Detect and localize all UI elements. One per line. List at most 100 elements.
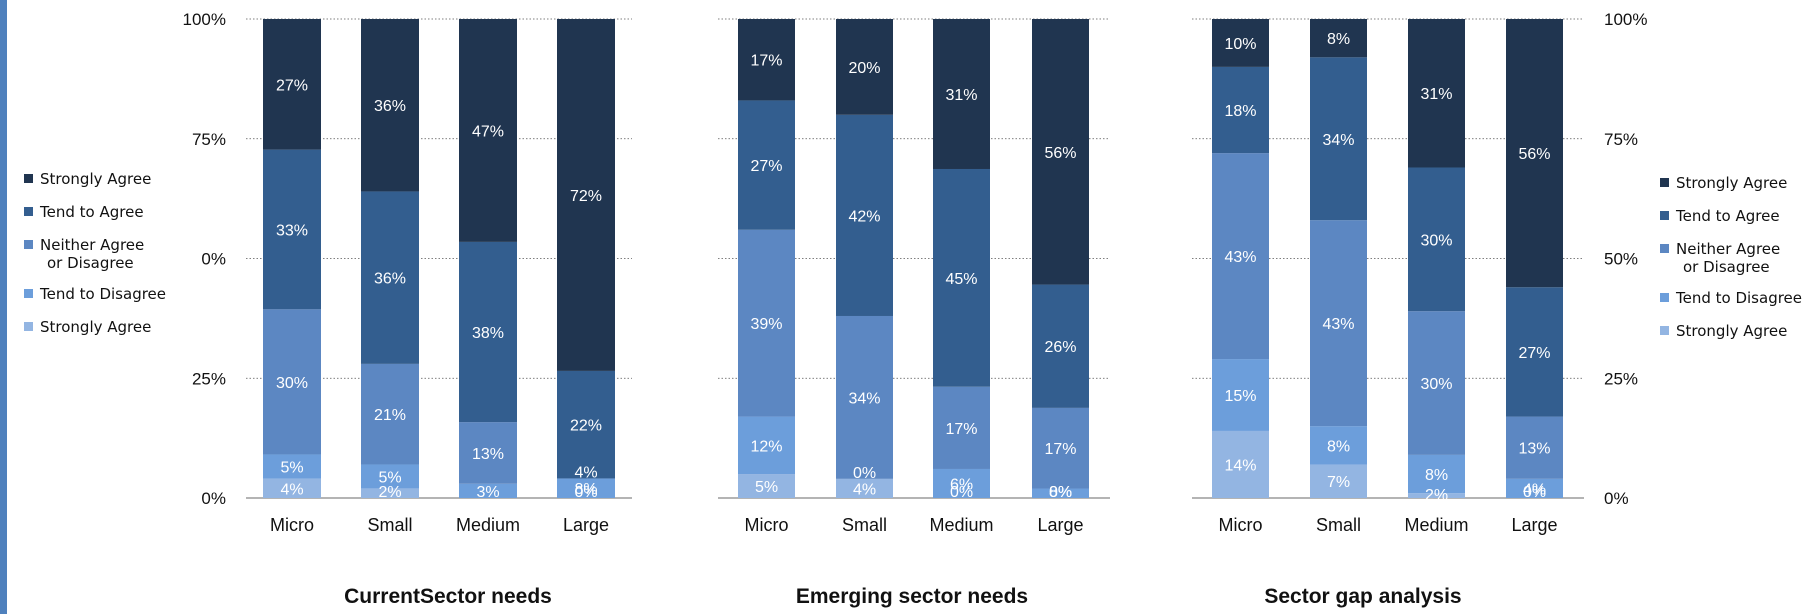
bar-segment-neither-agree-or-disagree — [1212, 153, 1269, 360]
data-label: 4% — [280, 481, 303, 498]
legend-swatch — [1660, 178, 1669, 187]
legend-label: Tend to Disagree — [39, 285, 166, 303]
data-label: 2% — [1425, 487, 1448, 504]
bar-segment-neither-agree-or-disagree — [1032, 407, 1089, 489]
data-label: 2% — [378, 484, 401, 501]
data-label: 4% — [574, 464, 597, 481]
bar-segment-strongly-agree — [1408, 19, 1465, 168]
legend-label: Tend to Agree — [39, 203, 144, 221]
chart-panel-3: 0% 25% 50% 75% 100% 14% 15% 43% 18% 10% Micro 7% 8% 4… — [1192, 10, 1802, 608]
data-label: 21% — [374, 407, 406, 424]
bar-segment-tend-to-disagree — [361, 464, 419, 489]
bar-segment-tend-to-disagree — [1032, 488, 1089, 498]
legend-label: Strongly Agree — [1676, 322, 1787, 340]
legend-swatch — [1660, 326, 1669, 335]
legend-swatch — [24, 240, 33, 249]
x-tick-label: Medium — [456, 515, 520, 535]
bar-segment-tend-to-disagree — [738, 416, 795, 475]
bar-segment-tend-to-disagree — [263, 454, 321, 479]
data-label: 38% — [472, 325, 504, 342]
legend-swatch — [24, 207, 33, 216]
bar-segment-neither-agree-or-disagree — [1506, 416, 1563, 479]
x-tick-label: Large — [1037, 515, 1083, 535]
bar-segment-tend-to-agree — [1506, 287, 1563, 417]
data-label: 45% — [945, 271, 977, 288]
data-label: 7% — [1327, 474, 1350, 491]
x-tick-label: Micro — [270, 515, 314, 535]
legend-swatch — [24, 322, 33, 331]
data-label: 43% — [1322, 316, 1354, 333]
legend: Strongly Agree Tend to Agree Neither Agree… — [24, 170, 166, 336]
bar-segment-tend-to-agree — [738, 100, 795, 230]
data-label: 34% — [1322, 132, 1354, 149]
bar-segment-neither-agree-or-disagree — [836, 315, 893, 479]
data-label: 47% — [472, 123, 504, 140]
bar-segment-tend-to-disagree — [459, 483, 517, 498]
bar-segment-strongly-disagree — [836, 478, 893, 498]
bar-segment-tend-to-disagree — [1408, 454, 1465, 494]
data-label: 17% — [750, 53, 782, 70]
bar-segment-neither-agree-or-disagree — [933, 386, 990, 469]
data-label: 8% — [1049, 484, 1072, 501]
x-tick-label: Large — [1511, 515, 1557, 535]
data-label: 4% — [853, 481, 876, 498]
bar-segment-strongly-agree — [1310, 19, 1367, 58]
data-label: 10% — [1224, 36, 1256, 53]
x-tick-label: Micro — [1219, 515, 1263, 535]
bar-segment-strongly-disagree — [1408, 493, 1465, 498]
data-label: 17% — [945, 421, 977, 438]
legend-label: or Disagree — [1683, 258, 1770, 276]
data-label: 27% — [1518, 345, 1550, 362]
bar-segment-strongly-disagree — [1310, 464, 1367, 498]
y-tick-label: 100% — [183, 10, 226, 29]
y-tick-label: 0% — [1604, 489, 1629, 508]
data-label: 4% — [1523, 481, 1546, 498]
bar-segment-tend-to-disagree — [1310, 426, 1367, 465]
x-tick-label: Large — [563, 515, 609, 535]
legend-swatch — [24, 174, 33, 183]
bar-segment-strongly-disagree — [738, 474, 795, 498]
bar-segment-strongly-agree — [1506, 19, 1563, 288]
legend-label: Strongly Agree — [1676, 174, 1787, 192]
legend-label: Neither Agree — [40, 236, 144, 254]
legend: Strongly Agree Tend to Agree Neither Agree… — [1660, 174, 1802, 340]
bar-segment-strongly-disagree — [1212, 430, 1269, 498]
bar-segment-neither-agree-or-disagree — [361, 363, 419, 465]
data-label: 27% — [750, 158, 782, 175]
bar-segment-tend-to-agree — [557, 370, 615, 479]
x-tick-label: Small — [367, 515, 412, 535]
x-tick-label: Micro — [745, 515, 789, 535]
bar-segment-neither-agree-or-disagree — [738, 229, 795, 417]
page-accent-stripe — [0, 0, 7, 614]
bar-segment-strongly-agree — [557, 19, 615, 371]
legend-label: Neither Agree — [1676, 240, 1780, 258]
x-tick-label: Medium — [1404, 515, 1468, 535]
data-label: 18% — [1224, 103, 1256, 120]
bar-segment-tend-to-agree — [1310, 57, 1367, 221]
bar-segment-tend-to-agree — [361, 191, 419, 364]
data-label: 36% — [374, 271, 406, 288]
data-label: 26% — [1044, 339, 1076, 356]
data-label: 27% — [276, 77, 308, 94]
data-label: 20% — [848, 60, 880, 77]
bar-segment-neither-agree-or-disagree — [1310, 220, 1367, 427]
data-label: 22% — [570, 418, 602, 435]
bar-segment-tend-to-agree — [1408, 167, 1465, 312]
legend-swatch — [1660, 211, 1669, 220]
data-label: 5% — [378, 469, 401, 486]
y-tick-label: 0% — [201, 250, 226, 269]
x-tick-label: Small — [842, 515, 887, 535]
chart-panel-2: 5%12%39%27%17%Micro4%0%34%42%20%Small0%6… — [718, 18, 1110, 608]
legend-swatch — [1660, 244, 1669, 253]
data-label: 14% — [1224, 457, 1256, 474]
data-label: 30% — [1420, 376, 1452, 393]
bar-segment-strongly-agree — [738, 19, 795, 101]
chart-title: CurrentSector needs — [344, 585, 552, 608]
data-label: 56% — [1044, 145, 1076, 162]
data-label: 3% — [476, 484, 499, 501]
data-label: 13% — [472, 446, 504, 463]
data-label: 15% — [1224, 388, 1256, 405]
bar-segment-strongly-agree — [459, 19, 517, 242]
chart-title: Sector gap analysis — [1264, 585, 1461, 608]
